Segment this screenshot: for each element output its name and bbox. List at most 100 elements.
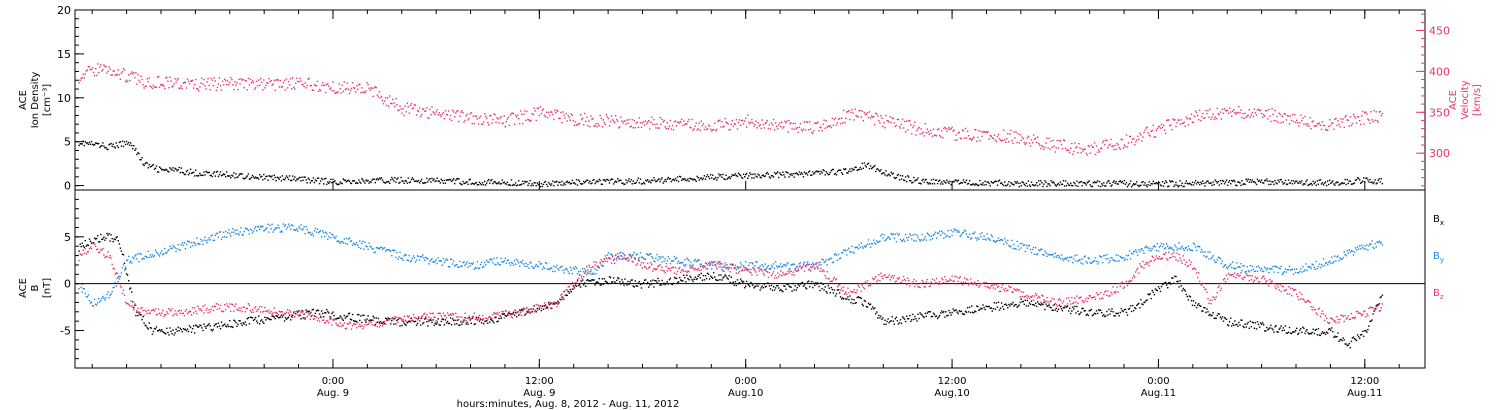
point-density (903, 179, 906, 182)
point-density (368, 182, 370, 184)
point-density (861, 162, 863, 165)
point-bx (501, 313, 503, 315)
point-density (795, 172, 797, 174)
point-velocity (341, 84, 343, 86)
point-density (601, 183, 603, 185)
point-density (247, 173, 250, 175)
point-bx (851, 298, 853, 300)
point-velocity (1039, 144, 1041, 146)
point-bx (332, 311, 334, 313)
point-velocity (1045, 142, 1047, 144)
point-by (310, 234, 312, 236)
point-bx (698, 274, 700, 276)
point-by (517, 260, 519, 262)
point-by (1020, 247, 1022, 249)
point-velocity (1380, 114, 1382, 117)
point-density (484, 180, 486, 183)
point-by (963, 229, 966, 231)
point-density (956, 180, 958, 183)
point-density (1160, 185, 1163, 187)
point-bx (978, 309, 980, 312)
point-bx (1134, 307, 1136, 309)
point-bx (381, 322, 384, 324)
point-by (684, 259, 686, 261)
point-density (1055, 185, 1057, 187)
point-by (537, 266, 539, 268)
point-by (808, 264, 810, 266)
point-velocity (929, 129, 932, 132)
point-by (334, 237, 336, 239)
point-bx (971, 305, 973, 307)
point-density (820, 170, 822, 173)
point-density (1038, 180, 1040, 182)
point-bx (1236, 323, 1238, 326)
point-bx (668, 279, 671, 281)
point-density (122, 145, 125, 148)
point-bx (1290, 332, 1293, 335)
point-bx (1037, 301, 1039, 303)
point-velocity (1174, 119, 1176, 121)
point-density (263, 173, 265, 176)
point-bx (739, 278, 742, 280)
point-density (1171, 180, 1173, 182)
point-bx (109, 240, 111, 242)
point-density (870, 167, 873, 170)
point-density (256, 177, 259, 179)
point-by (149, 254, 151, 256)
point-density (994, 180, 997, 182)
point-bx (346, 315, 349, 317)
point-density (453, 178, 455, 180)
point-density (990, 181, 992, 183)
point-velocity (120, 72, 123, 74)
point-by (98, 298, 100, 300)
point-velocity (538, 114, 540, 117)
point-velocity (532, 113, 534, 116)
point-bx (783, 285, 785, 287)
point-by (241, 233, 243, 236)
point-density (1156, 182, 1159, 185)
point-density (1088, 180, 1090, 182)
point-velocity (148, 77, 150, 79)
point-bx (745, 285, 747, 287)
point-density (803, 171, 806, 173)
point-density (657, 179, 659, 181)
point-density (417, 179, 420, 182)
point-velocity (705, 128, 708, 131)
point-density (465, 181, 467, 184)
point-bx (1355, 339, 1358, 342)
point-bx (546, 306, 549, 308)
point-density (1153, 182, 1155, 185)
point-velocity (886, 119, 888, 122)
point-by (589, 273, 591, 275)
point-density (496, 183, 498, 185)
point-bx (352, 320, 355, 322)
point-bx (1063, 307, 1066, 309)
point-density (183, 173, 186, 176)
point-density (1109, 182, 1111, 184)
point-bx (435, 323, 437, 325)
point-velocity (388, 105, 390, 107)
point-bx (1222, 320, 1225, 322)
point-velocity (1132, 138, 1134, 141)
point-by (921, 233, 923, 236)
point-density (1252, 181, 1255, 183)
point-bx (1025, 305, 1028, 307)
point-density (666, 178, 668, 180)
point-velocity (974, 129, 976, 131)
point-bx (922, 315, 924, 318)
point-by (243, 230, 245, 233)
point-bx (1332, 331, 1334, 333)
point-density (129, 144, 131, 146)
point-velocity (858, 110, 860, 112)
point-bx (1247, 321, 1249, 324)
point-density (508, 184, 511, 186)
point-by (1193, 243, 1196, 246)
point-velocity (476, 118, 479, 120)
point-density (118, 141, 121, 144)
point-density (444, 182, 447, 184)
point-velocity (1269, 115, 1271, 117)
point-by (320, 236, 323, 238)
point-density (1366, 177, 1368, 179)
point-velocity (343, 81, 345, 83)
point-velocity (831, 117, 834, 119)
